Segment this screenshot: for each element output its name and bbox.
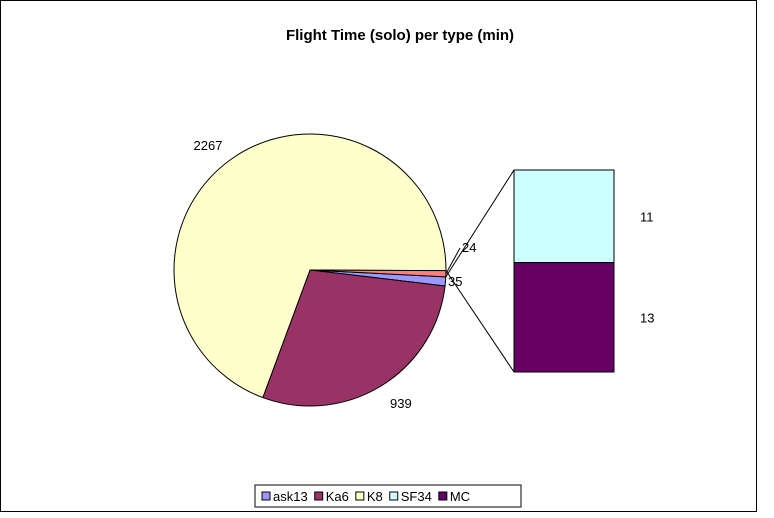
legend-box <box>254 484 522 508</box>
legend-label-sf34: SF34 <box>401 489 432 504</box>
legend-swatch-sf34 <box>389 491 399 501</box>
data-label-sf34: 11 <box>640 209 654 224</box>
bar-segment-mc <box>513 262 615 373</box>
data-label-ask13: 35 <box>448 274 462 289</box>
pie-slice-k8 <box>173 133 447 399</box>
legend-label-ask13: ask13 <box>273 489 308 504</box>
legend: ask13 Ka6 K8 SF34 MC <box>254 484 522 508</box>
legend-swatch-ka6 <box>314 491 324 501</box>
data-label-k8: 2267 <box>194 138 223 153</box>
data-label-other: 24 <box>462 240 476 255</box>
legend-swatch-ask13 <box>261 491 271 501</box>
legend-swatch-mc <box>438 491 448 501</box>
pie-slice-ka6 <box>262 269 446 407</box>
legend-label-ka6: Ka6 <box>326 489 349 504</box>
legend-label-mc: MC <box>450 489 470 504</box>
legend-label-k8: K8 <box>367 489 383 504</box>
leader-line-other <box>445 247 461 274</box>
pie-group: 35 939 2267 24 <box>173 133 476 411</box>
legend-swatch-k8 <box>355 491 365 501</box>
bar-segment-sf34 <box>513 169 615 264</box>
data-label-ka6: 939 <box>390 396 412 411</box>
data-label-mc: 13 <box>640 310 654 325</box>
secondary-bar-group: 11 13 <box>445 169 654 373</box>
chart-title: Flight Time (solo) per type (min) <box>286 27 514 44</box>
connector-line-top <box>445 169 515 278</box>
connector-line-bottom <box>445 270 515 373</box>
